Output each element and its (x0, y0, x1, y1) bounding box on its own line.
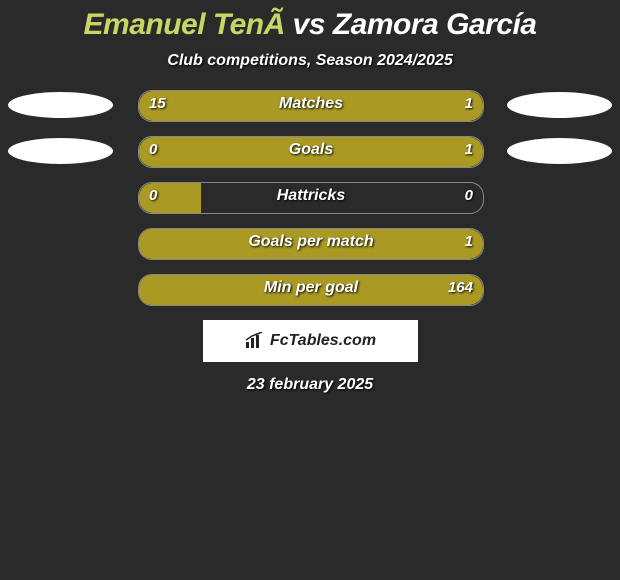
stat-value-right: 1 (465, 95, 473, 112)
chart-icon (244, 332, 266, 350)
player-badge-right (507, 138, 612, 164)
page-title: Emanuel TenÃ vs Zamora García (0, 0, 620, 42)
stat-value-right: 1 (465, 233, 473, 250)
player-badge-left (8, 138, 113, 164)
bar-right-fill (201, 137, 483, 167)
player-badge-right (507, 92, 612, 118)
subtitle: Club competitions, Season 2024/2025 (0, 52, 620, 70)
stat-value-left: 0 (149, 141, 157, 158)
stat-row: Goals01 (0, 136, 620, 166)
stat-row: Min per goal164 (0, 274, 620, 304)
stat-value-right: 0 (465, 187, 473, 204)
date-text: 23 february 2025 (0, 376, 620, 394)
vs-text: vs (293, 8, 325, 41)
stat-bar: Min per goal164 (138, 274, 484, 306)
player-b-name: Zamora García (333, 8, 537, 41)
bar-right-fill (139, 229, 483, 259)
bar-right-fill (139, 275, 483, 305)
stat-row: Matches151 (0, 90, 620, 120)
logo-text: FcTables.com (270, 332, 376, 350)
stat-row: Hattricks00 (0, 182, 620, 212)
bar-left-fill (139, 91, 407, 121)
player-a-name: Emanuel TenÃ (84, 8, 285, 41)
stat-value-left: 0 (149, 187, 157, 204)
stat-bar: Matches151 (138, 90, 484, 122)
stat-bar: Hattricks00 (138, 182, 484, 214)
stat-row: Goals per match1 (0, 228, 620, 258)
logo-box: FcTables.com (203, 320, 418, 362)
stat-value-left: 15 (149, 95, 166, 112)
comparison-card: Emanuel TenÃ vs Zamora García Club compe… (0, 0, 620, 580)
stat-value-right: 164 (448, 279, 473, 296)
stat-value-right: 1 (465, 141, 473, 158)
stat-bar: Goals01 (138, 136, 484, 168)
player-badge-left (8, 92, 113, 118)
stats-rows: Matches151Goals01Hattricks00Goals per ma… (0, 90, 620, 304)
stat-bar: Goals per match1 (138, 228, 484, 260)
